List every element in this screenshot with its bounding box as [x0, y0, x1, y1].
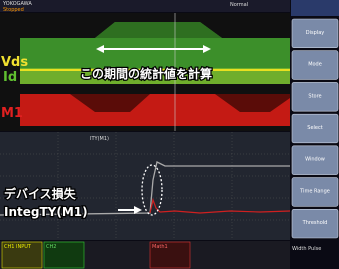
footer-text: Width Pulse — [292, 246, 321, 252]
menu-label: Select — [307, 125, 322, 131]
vds-peak — [95, 22, 222, 38]
menu-label: Store — [308, 93, 321, 99]
integ-label: IntegTY(M1) — [4, 205, 88, 219]
menu-label: Window — [305, 157, 325, 163]
footer-text: CH2 — [46, 244, 56, 250]
loss-label: デバイス損失 — [4, 186, 77, 201]
menu-label: Time Range — [299, 188, 330, 194]
menu-label: Mode — [308, 62, 322, 68]
annotation: この期間の統計値を計算 — [80, 66, 212, 81]
scope-screen: YOKOGAWA Stopped Normal Vds Id M1 この期間の統… — [0, 0, 339, 269]
id-label: Id — [3, 70, 17, 85]
menu-label: Display — [306, 30, 324, 36]
state: Stopped — [3, 7, 24, 13]
menu-label: Threshold — [302, 220, 328, 226]
m1-label: M1 — [1, 106, 23, 121]
side-menu: Display Mode Store Select Window Time Range Th… — [291, 0, 339, 238]
footer — [0, 241, 290, 269]
footer-text: CH1 INPUT — [4, 244, 32, 250]
lower-trace-label: ITY(M1) — [90, 136, 109, 142]
mode: Normal — [230, 2, 248, 8]
footer-text: Math1 — [152, 244, 168, 250]
lower-panel — [0, 132, 290, 240]
vds-label: Vds — [1, 55, 28, 70]
menu-header — [291, 0, 339, 16]
